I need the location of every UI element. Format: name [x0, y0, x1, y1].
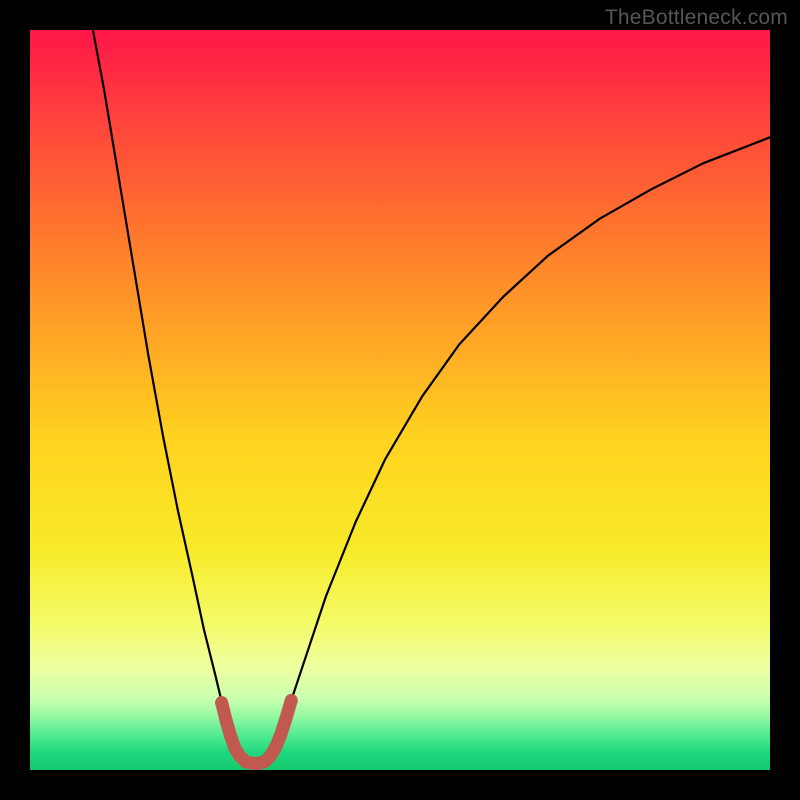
gradient-background: [30, 30, 770, 770]
chart-frame: TheBottleneck.com: [0, 0, 800, 800]
highlight-dot: [274, 728, 287, 741]
highlight-dot: [220, 714, 233, 727]
highlight-dot: [280, 712, 293, 725]
watermark-text: TheBottleneck.com: [605, 6, 788, 30]
highlight-dot: [215, 696, 228, 709]
bottleneck-chart: [30, 30, 770, 770]
highlight-dot: [285, 694, 298, 707]
highlight-dot: [269, 741, 282, 754]
highlight-dot: [224, 729, 237, 742]
